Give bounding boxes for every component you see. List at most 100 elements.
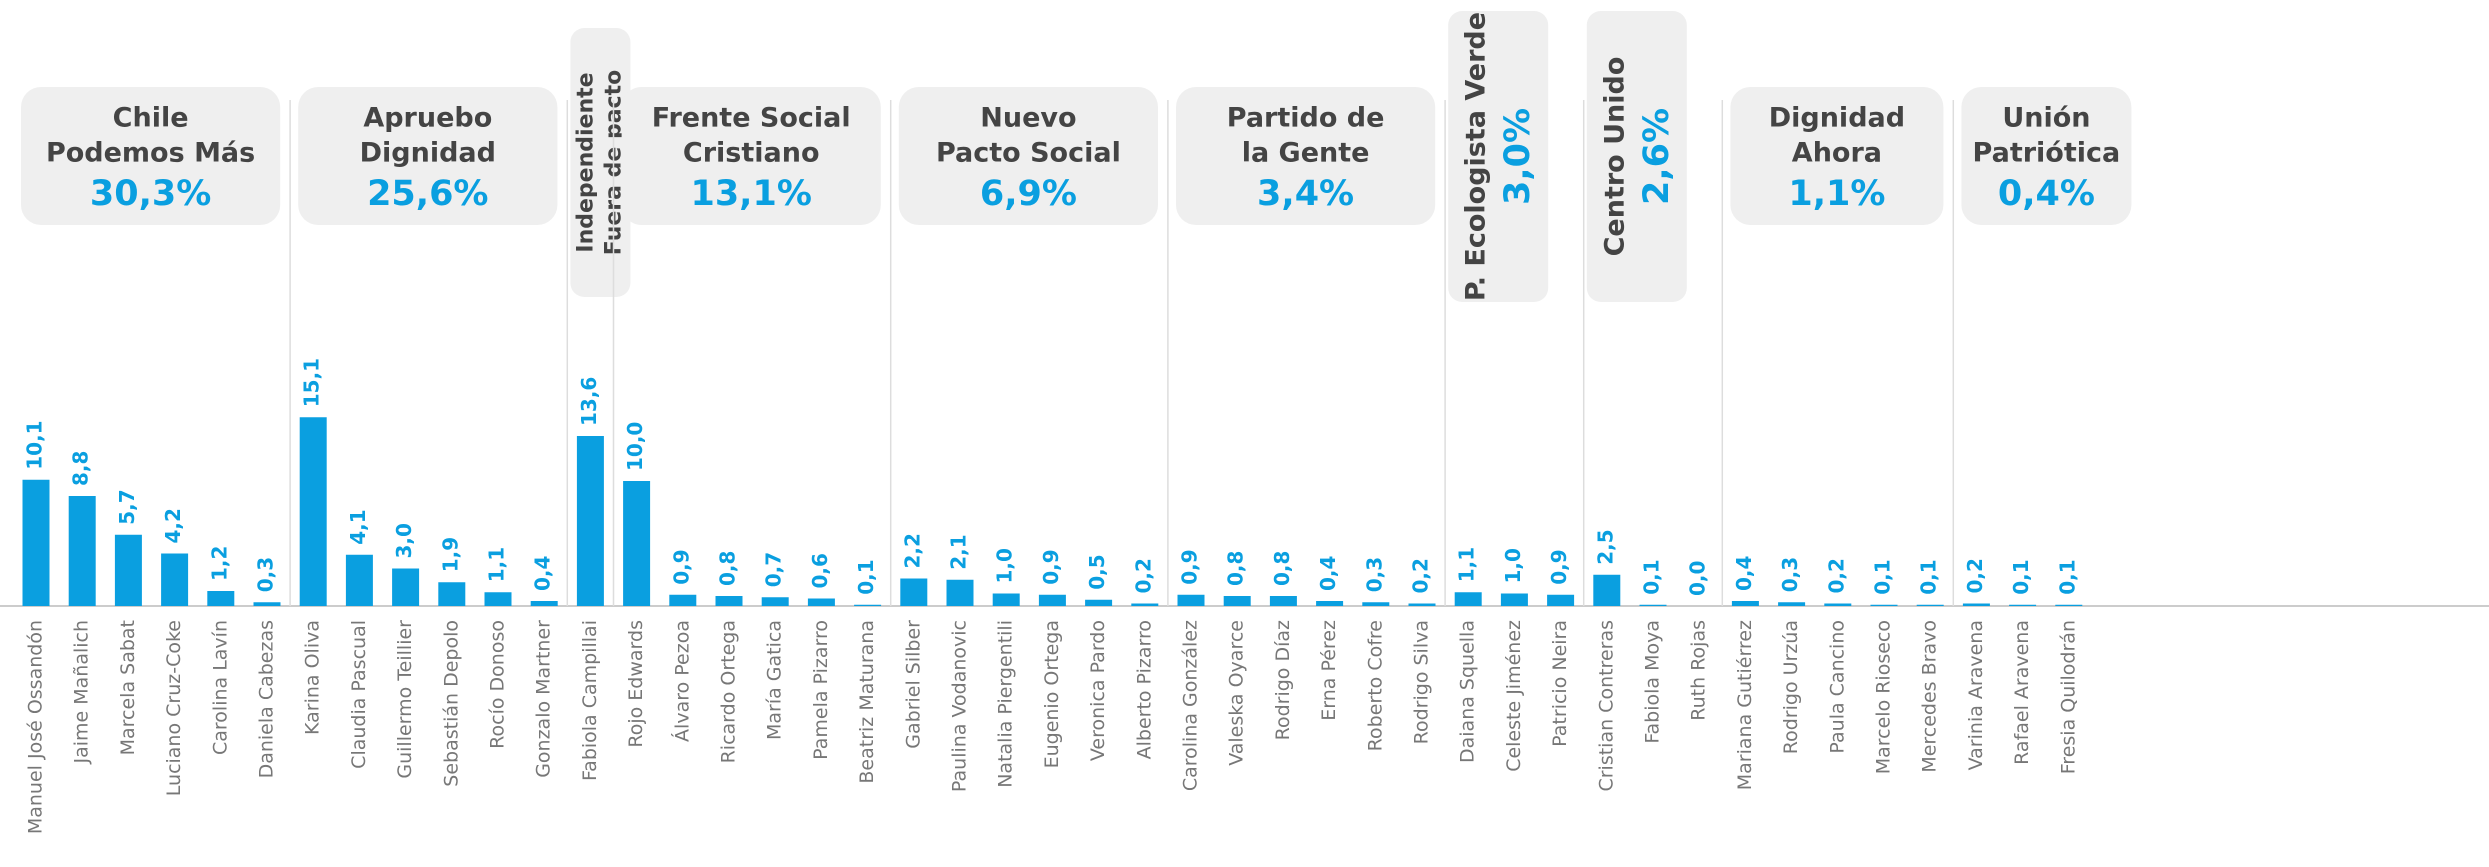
group-box bbox=[1730, 87, 1944, 225]
value-label: 0,1 bbox=[2055, 559, 2079, 594]
category-label: Gabriel Silber bbox=[902, 620, 924, 749]
category-label: Erna Pérez bbox=[1318, 620, 1340, 721]
value-label: 2,2 bbox=[900, 533, 924, 568]
category-label: Paula Cancino bbox=[1826, 620, 1848, 754]
category-label: Rodrigo Silva bbox=[1411, 620, 1433, 744]
bar bbox=[1316, 601, 1344, 606]
value-label: 3,0 bbox=[392, 523, 416, 558]
bar bbox=[946, 579, 974, 606]
value-label: 4,2 bbox=[161, 508, 185, 543]
category-label: Celeste Jiménez bbox=[1503, 620, 1525, 772]
bar bbox=[253, 602, 281, 606]
value-label: 0,2 bbox=[1963, 558, 1987, 593]
category-label: Cristian Contreras bbox=[1595, 620, 1617, 792]
group-label: Chile bbox=[113, 103, 189, 134]
bar bbox=[22, 479, 50, 606]
bar bbox=[1870, 604, 1898, 606]
value-label: 1,1 bbox=[1455, 547, 1479, 582]
bar bbox=[623, 481, 651, 606]
group-box bbox=[1176, 87, 1436, 225]
group-share: 3,4% bbox=[1257, 174, 1354, 214]
bar bbox=[669, 594, 697, 606]
bar bbox=[207, 591, 235, 606]
group-label: Dignidad bbox=[360, 138, 496, 169]
bar bbox=[392, 568, 420, 606]
group-label: Centro Unido bbox=[1599, 57, 1630, 257]
value-label: 0,9 bbox=[1547, 549, 1571, 584]
bar bbox=[484, 592, 512, 606]
category-label: Rafael Aravena bbox=[2011, 620, 2033, 765]
value-label: 0,8 bbox=[716, 551, 740, 586]
value-label: 0,5 bbox=[1085, 554, 1109, 589]
group-box bbox=[21, 87, 281, 225]
bar bbox=[2055, 604, 2083, 606]
bar bbox=[1038, 594, 1066, 606]
category-label: Roberto Cofre bbox=[1364, 620, 1386, 751]
category-label: Rocío Donoso bbox=[487, 620, 509, 749]
category-label: Sebastián Depolo bbox=[440, 620, 462, 787]
value-label: 1,9 bbox=[438, 537, 462, 572]
category-label: Manuel José Ossandón bbox=[25, 620, 47, 834]
category-label: Gonzalo Martner bbox=[533, 620, 555, 778]
category-label: Carolina Lavín bbox=[209, 620, 231, 755]
value-label: 0,9 bbox=[1178, 549, 1202, 584]
bar bbox=[2009, 604, 2037, 606]
category-label: Jaime Mañalich bbox=[71, 620, 93, 765]
group-share: 0,4% bbox=[1998, 174, 2095, 214]
bar bbox=[1085, 599, 1113, 606]
value-label: 2,5 bbox=[1593, 529, 1617, 564]
group-box bbox=[570, 28, 631, 297]
bar bbox=[992, 593, 1020, 606]
value-label: 0,4 bbox=[1316, 556, 1340, 591]
value-label: 0,6 bbox=[808, 553, 832, 588]
value-label: 0,9 bbox=[1039, 549, 1063, 584]
group-label: P. Ecologista Verde bbox=[1461, 12, 1492, 301]
group-label: la Gente bbox=[1242, 138, 1370, 169]
category-label: Paulina Vodanovic bbox=[949, 620, 971, 792]
bar bbox=[1500, 593, 1528, 606]
group-share: 3,0% bbox=[1498, 108, 1538, 205]
group-box bbox=[1586, 11, 1687, 302]
category-label: Mercedes Bravo bbox=[1919, 620, 1941, 773]
value-label: 0,9 bbox=[669, 549, 693, 584]
bar bbox=[114, 534, 142, 606]
group-share: 13,1% bbox=[690, 174, 811, 214]
value-label: 0,1 bbox=[854, 559, 878, 594]
category-label: María Gatica bbox=[764, 620, 786, 740]
bar bbox=[68, 496, 96, 606]
category-label: Ruth Rojas bbox=[1688, 620, 1710, 721]
value-label: 1,0 bbox=[993, 548, 1017, 583]
category-label: Beatriz Maturana bbox=[856, 620, 878, 784]
bar bbox=[1778, 602, 1806, 606]
group-label: Patriótica bbox=[1973, 138, 2121, 169]
bar bbox=[345, 554, 373, 606]
group-label: Partido de bbox=[1227, 103, 1385, 134]
bar bbox=[1408, 603, 1436, 606]
group-share: 25,6% bbox=[367, 174, 488, 214]
bar bbox=[807, 598, 835, 606]
category-label: Guillermo Teillier bbox=[394, 620, 416, 779]
category-label: Eugenio Ortega bbox=[1041, 620, 1063, 768]
category-label: Fabiola Campillai bbox=[579, 620, 601, 781]
group-label: Ahora bbox=[1792, 138, 1882, 169]
bar bbox=[161, 553, 189, 606]
category-label: Ricardo Ortega bbox=[718, 620, 740, 763]
value-label: 4,1 bbox=[346, 509, 370, 544]
group-label: Podemos Más bbox=[46, 138, 255, 169]
group-label: Independiente bbox=[573, 72, 598, 252]
group-label: Nuevo bbox=[980, 103, 1076, 134]
category-label: Rodrigo Díaz bbox=[1272, 620, 1294, 740]
bar bbox=[715, 596, 743, 606]
value-label: 10,1 bbox=[23, 420, 47, 469]
bar bbox=[299, 417, 327, 606]
value-label: 0,2 bbox=[1131, 558, 1155, 593]
bar bbox=[854, 604, 882, 606]
value-label: 0,4 bbox=[1732, 556, 1756, 591]
value-label: 0,1 bbox=[1871, 559, 1895, 594]
bar bbox=[1731, 601, 1759, 606]
value-label: 0,1 bbox=[1640, 559, 1664, 594]
group-label: Frente Social bbox=[652, 103, 851, 134]
category-label: Veronica Pardo bbox=[1087, 620, 1109, 761]
group-share: 6,9% bbox=[980, 174, 1077, 214]
